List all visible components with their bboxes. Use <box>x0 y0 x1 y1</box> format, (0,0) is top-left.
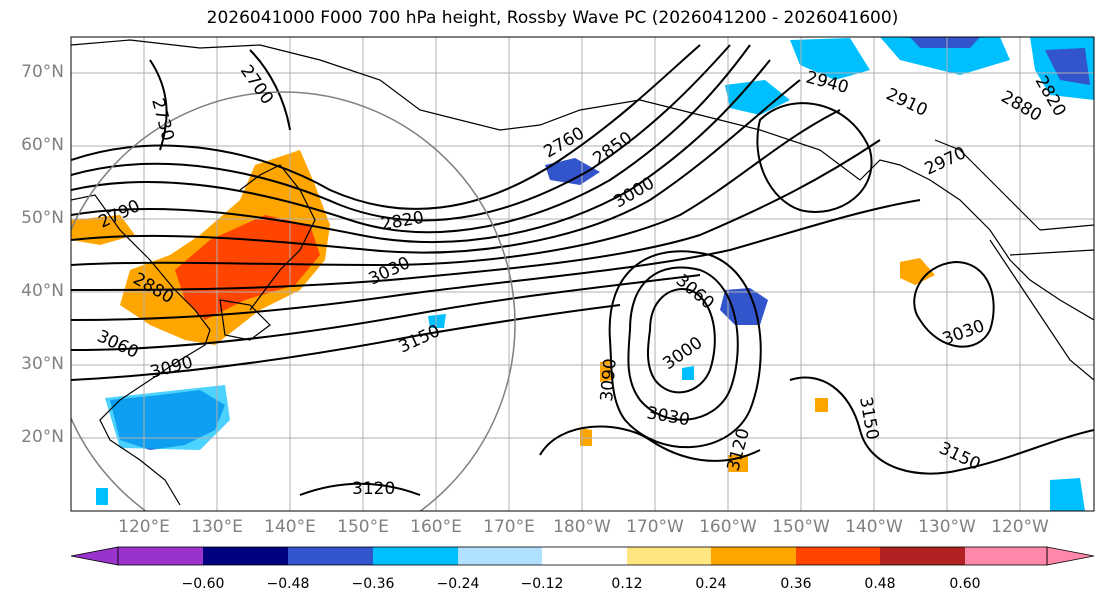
lon-label: 150°W <box>772 517 830 537</box>
colorbar-segment <box>711 547 796 565</box>
colorbar-segment <box>627 547 711 565</box>
colorbar-segment <box>796 547 880 565</box>
height-contours <box>71 44 1094 496</box>
lon-label: 170°W <box>626 517 684 537</box>
colorbar-segment <box>373 547 458 565</box>
colorbar-segment <box>118 547 203 565</box>
colorbar-tick-label: 0.60 <box>949 576 981 592</box>
lat-label: 20°N <box>21 427 64 447</box>
lat-label: 60°N <box>21 135 64 155</box>
lon-label: 120°E <box>118 517 170 537</box>
colorbar-segment <box>965 547 1047 565</box>
lon-label: 140°E <box>264 517 316 537</box>
positive-anomaly-patch-7 <box>580 428 592 446</box>
lon-label: 150°E <box>337 517 389 537</box>
negative-anomaly-patch-6 <box>910 37 980 48</box>
lon-label: 120°W <box>991 517 1049 537</box>
negative-anomaly-patch-12 <box>682 366 694 380</box>
negative-anomaly-patch-11 <box>96 488 108 505</box>
lon-label: 170°E <box>483 517 535 537</box>
colorbar-tick-label: −0.24 <box>436 576 480 592</box>
lon-label: 130°W <box>918 517 976 537</box>
colorbar-tick-label: −0.36 <box>351 576 395 592</box>
lon-label: 160°E <box>410 517 462 537</box>
colorbar-segment <box>458 547 542 565</box>
positive-anomaly-patch-8 <box>815 398 828 412</box>
contour-label: 3120 <box>352 479 395 499</box>
negative-anomaly-patch-1 <box>545 158 600 185</box>
colorbar-frame <box>117 546 1048 566</box>
lon-label: 180°W <box>553 517 611 537</box>
negative-anomaly-halo-sw <box>105 385 230 450</box>
lon-label: 130°E <box>191 517 243 537</box>
colorbar-segment <box>880 547 965 565</box>
colorbar-tick-label: 0.24 <box>695 576 727 592</box>
lon-label: 140°W <box>845 517 903 537</box>
colorbar-segment <box>288 547 373 565</box>
colorbar-segment <box>203 547 288 565</box>
colorbar-tick-label: −0.48 <box>266 576 310 592</box>
lon-label: 160°W <box>699 517 757 537</box>
colorbar-tick-label: −0.12 <box>520 576 564 592</box>
colorbar-tick-label: 0.36 <box>780 576 812 592</box>
lat-label: 30°N <box>21 354 64 374</box>
strong-positive-anomaly-region <box>175 215 320 320</box>
negative-anomaly-patch-5 <box>880 37 1010 75</box>
negative-anomaly-patch-10 <box>428 314 446 328</box>
colorbar-extend-low <box>70 546 119 566</box>
colorbar-tick-label: −0.60 <box>181 576 225 592</box>
negative-anomaly-patch-4 <box>790 38 870 80</box>
coastlines <box>71 39 1094 506</box>
colorbar-tick-label: 0.12 <box>611 576 643 592</box>
contour-label: 3090 <box>597 358 621 403</box>
colorbar-tick-label: 0.48 <box>864 576 896 592</box>
radius-circle <box>71 91 516 511</box>
colorbar-segment <box>542 547 627 565</box>
colorbar-extend-high <box>1046 546 1095 566</box>
positive-anomaly-patch-5 <box>900 258 935 285</box>
graticule <box>71 37 1094 511</box>
lat-label: 50°N <box>21 208 64 228</box>
negative-anomaly-patch-8 <box>1045 48 1090 85</box>
lat-label: 40°N <box>21 281 64 301</box>
colorbar <box>70 546 1095 566</box>
plot-frame <box>70 36 1095 512</box>
map-title: 2026041000 F000 700 hPa height, Rossby W… <box>206 8 899 28</box>
negative-anomaly-patch-9 <box>1050 478 1085 511</box>
lat-label: 70°N <box>21 62 64 82</box>
negative-anomaly-patch-3 <box>725 80 790 115</box>
